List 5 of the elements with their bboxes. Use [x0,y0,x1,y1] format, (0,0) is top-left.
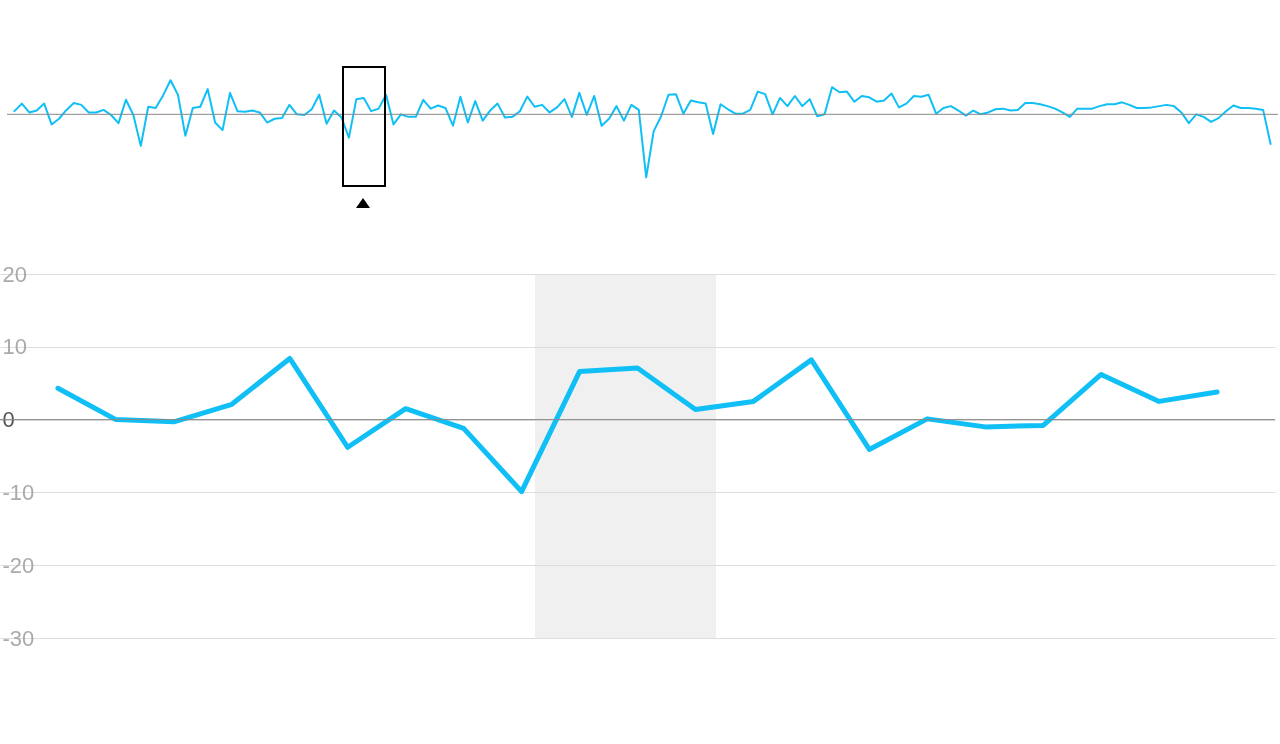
y-tick-label: -20 [2,552,35,578]
y-tick-label: -30 [2,625,35,651]
y-tick-label: 10 [2,334,27,360]
y-tick-label: 20 [2,261,27,287]
y-tick-label: -10 [2,479,35,505]
